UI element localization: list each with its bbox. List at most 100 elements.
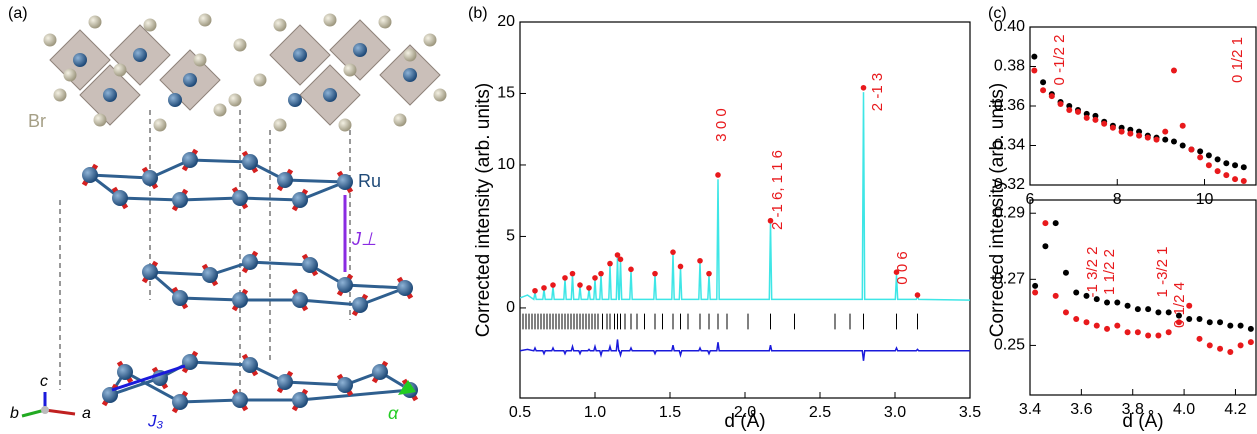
br-atom (403, 48, 417, 62)
data-point (1217, 319, 1224, 326)
data-point (607, 260, 613, 267)
br-atom (113, 63, 127, 77)
data-point (1196, 335, 1203, 342)
data-point (1186, 315, 1193, 322)
axis-a-label: a (82, 405, 91, 422)
alpha-arc (398, 380, 416, 395)
data-point (1083, 114, 1090, 121)
data-point (860, 84, 867, 91)
y-tick-label: 15 (497, 85, 515, 102)
ru-atom (172, 192, 188, 208)
data-point (1042, 220, 1049, 227)
br-atom (88, 15, 102, 29)
ru-label: Ru (358, 171, 381, 191)
data-point (628, 266, 634, 273)
data-point (1124, 302, 1131, 309)
ru-atom (232, 392, 248, 408)
data-point (1048, 93, 1055, 100)
data-point (1031, 53, 1038, 60)
plot-area (1031, 53, 1247, 185)
axis-b-label: b (10, 405, 19, 422)
data-point (1092, 116, 1099, 123)
y-tick-label: 0.40 (994, 18, 1025, 35)
data-point (1136, 132, 1143, 139)
peak-annotation: 0 1/2 4 (1171, 282, 1188, 328)
br-atom (93, 113, 107, 127)
ru-atom (202, 267, 218, 283)
data-point (1188, 146, 1195, 153)
data-point (1057, 101, 1064, 108)
br-atom (153, 118, 167, 132)
data-point (1155, 332, 1162, 339)
x-tick-label: 4.2 (1224, 401, 1246, 418)
data-point (1237, 342, 1244, 349)
peak-annotation: -1 3/2 2 (1084, 247, 1101, 298)
peak-annotation: 2 -1 3 (869, 73, 886, 111)
data-point (1052, 292, 1059, 299)
plot-area (520, 84, 970, 361)
data-point (1124, 329, 1131, 336)
axis-origin (41, 406, 49, 414)
crystal-structure (21, 13, 447, 418)
data-point (1223, 172, 1230, 179)
panel-label: (a) (8, 5, 28, 22)
ru-atom (277, 172, 293, 188)
y-tick-label: 0.32 (994, 176, 1025, 193)
x-tick-label: 1.5 (659, 404, 681, 421)
data-point (1114, 299, 1121, 306)
ru-atom (302, 257, 318, 273)
data-point (1162, 136, 1169, 143)
data-point (1144, 134, 1151, 141)
data-point (586, 285, 592, 291)
data-point (1073, 289, 1080, 296)
data-point (1179, 122, 1186, 129)
data-point (1247, 325, 1254, 332)
data-point (577, 282, 583, 288)
br-atom (343, 63, 357, 77)
br-atom (53, 88, 67, 102)
data-point (1205, 152, 1212, 159)
ru-atom (292, 392, 308, 408)
ru-atom (73, 53, 87, 67)
data-point (1040, 79, 1047, 86)
panel-label: (b) (468, 5, 488, 22)
data-point (1062, 269, 1069, 276)
ru-atom (232, 292, 248, 308)
j3-arrow (111, 364, 186, 392)
ru-atom (353, 43, 367, 57)
data-point (1217, 345, 1224, 352)
y-tick-label: 0.36 (994, 97, 1025, 114)
ru-atom (288, 93, 302, 107)
ru-atom (293, 48, 307, 62)
peak-annotation: 3 0 0 (713, 108, 730, 141)
data-point (1040, 87, 1047, 94)
x-tick-label: 1.0 (584, 404, 606, 421)
j3-label: J₃ (147, 411, 164, 430)
data-point (1175, 312, 1182, 319)
br-atom (143, 18, 157, 32)
series-line (520, 339, 970, 361)
data-point (1042, 243, 1049, 250)
axis-c-label: c (40, 373, 48, 390)
br-atom (378, 15, 392, 29)
y-tick-label: 0.34 (994, 137, 1025, 154)
alpha-label: α (388, 403, 399, 423)
data-point (1074, 108, 1081, 115)
data-point (1165, 329, 1172, 336)
br-atom (393, 113, 407, 127)
br-atom (433, 88, 447, 102)
ru-atom (103, 88, 117, 102)
data-point (1032, 282, 1039, 289)
x-tick-label: 2.0 (734, 404, 756, 421)
ru-atom (352, 297, 368, 313)
data-point (1134, 329, 1141, 336)
y-tick-label: 0 (506, 299, 515, 316)
ru-atom (242, 254, 258, 270)
ru-atom (292, 192, 308, 208)
data-point (1197, 148, 1204, 155)
data-point (1232, 176, 1239, 183)
br-atom (273, 18, 287, 32)
br-atom (198, 13, 212, 27)
data-point (1114, 322, 1121, 329)
